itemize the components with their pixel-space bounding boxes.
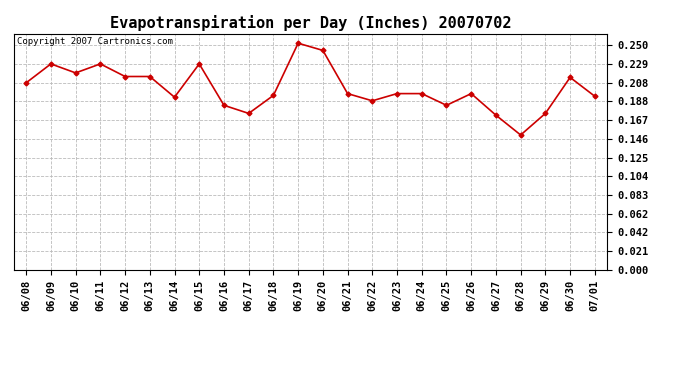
Title: Evapotranspiration per Day (Inches) 20070702: Evapotranspiration per Day (Inches) 2007… [110, 15, 511, 31]
Text: Copyright 2007 Cartronics.com: Copyright 2007 Cartronics.com [17, 37, 172, 46]
